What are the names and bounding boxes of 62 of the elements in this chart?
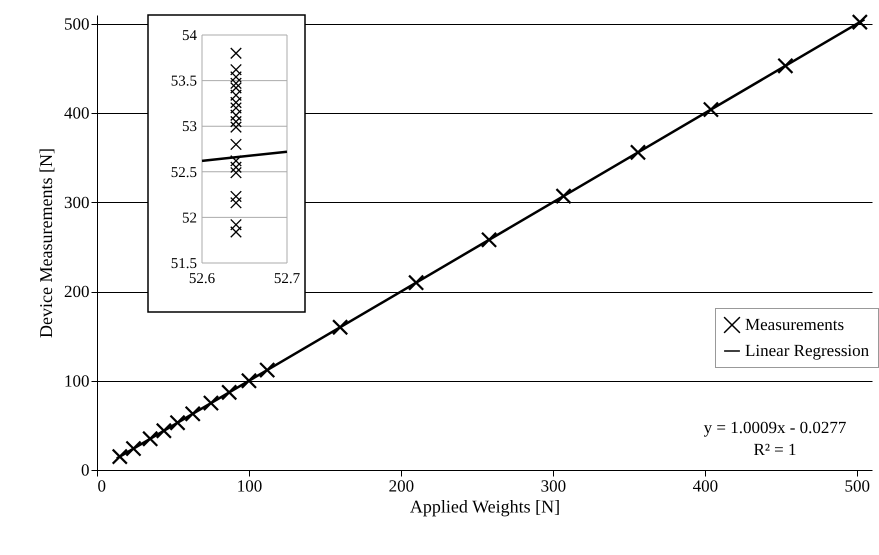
annotation: R² = 1 (753, 440, 797, 459)
y-tick-label: 400 (64, 104, 90, 123)
point (169, 414, 186, 431)
point (156, 422, 172, 439)
x-tick-label: 500 (844, 476, 870, 496)
y-tick-label: 500 (64, 14, 90, 34)
x-tick-label: 100 (236, 476, 262, 496)
y-tick-label: 53 (182, 119, 197, 136)
point (852, 14, 868, 30)
y-tick-label: 52 (182, 210, 197, 226)
y-tick-label: 0 (81, 460, 90, 480)
x-tick-label: 200 (388, 476, 414, 496)
x-axis-title: Applied Weights [N] (410, 496, 560, 516)
y-tick-label: 100 (64, 371, 90, 390)
point (230, 64, 242, 76)
y-tick-label: 300 (64, 192, 90, 212)
point (230, 89, 242, 102)
point (230, 196, 242, 209)
point (221, 384, 238, 401)
point (480, 232, 498, 248)
point (555, 188, 572, 204)
point (230, 138, 242, 150)
point (259, 362, 276, 378)
point (408, 274, 424, 291)
point (112, 448, 128, 465)
legend-label: Measurements (745, 315, 844, 334)
point (230, 47, 242, 60)
x-tick-label: 400 (692, 476, 718, 496)
point (702, 101, 720, 118)
point (125, 440, 142, 457)
point (230, 77, 242, 90)
x-tick-label: 300 (540, 476, 566, 496)
point (230, 161, 242, 174)
point (230, 190, 242, 202)
y-tick-label: 52.5 (170, 164, 197, 181)
point (230, 71, 242, 83)
point (230, 102, 242, 114)
point (230, 226, 242, 238)
point (230, 116, 242, 128)
y-tick-label: 53.5 (170, 74, 197, 90)
point (230, 154, 242, 167)
annotation: y = 1.0009x - 0.0277 (704, 418, 847, 437)
point (230, 109, 242, 122)
legend-label: Linear Regression (745, 341, 870, 360)
point (240, 372, 258, 389)
point (630, 144, 646, 161)
point (230, 82, 242, 94)
point (230, 218, 242, 231)
point (777, 58, 794, 74)
y-axis-title: Device Measurements [N] (36, 148, 56, 338)
point (230, 166, 242, 179)
point (332, 319, 348, 336)
point (230, 96, 242, 108)
y-tick-label: 54 (182, 28, 198, 44)
x-tick-label: 0 (98, 476, 106, 496)
point (142, 430, 158, 447)
x-tick-label: 52.7 (274, 271, 301, 287)
point (202, 394, 220, 412)
point (184, 406, 201, 422)
x-tick-label: 52.6 (188, 271, 216, 287)
y-tick-label: 51.5 (170, 256, 197, 272)
point (230, 121, 242, 134)
